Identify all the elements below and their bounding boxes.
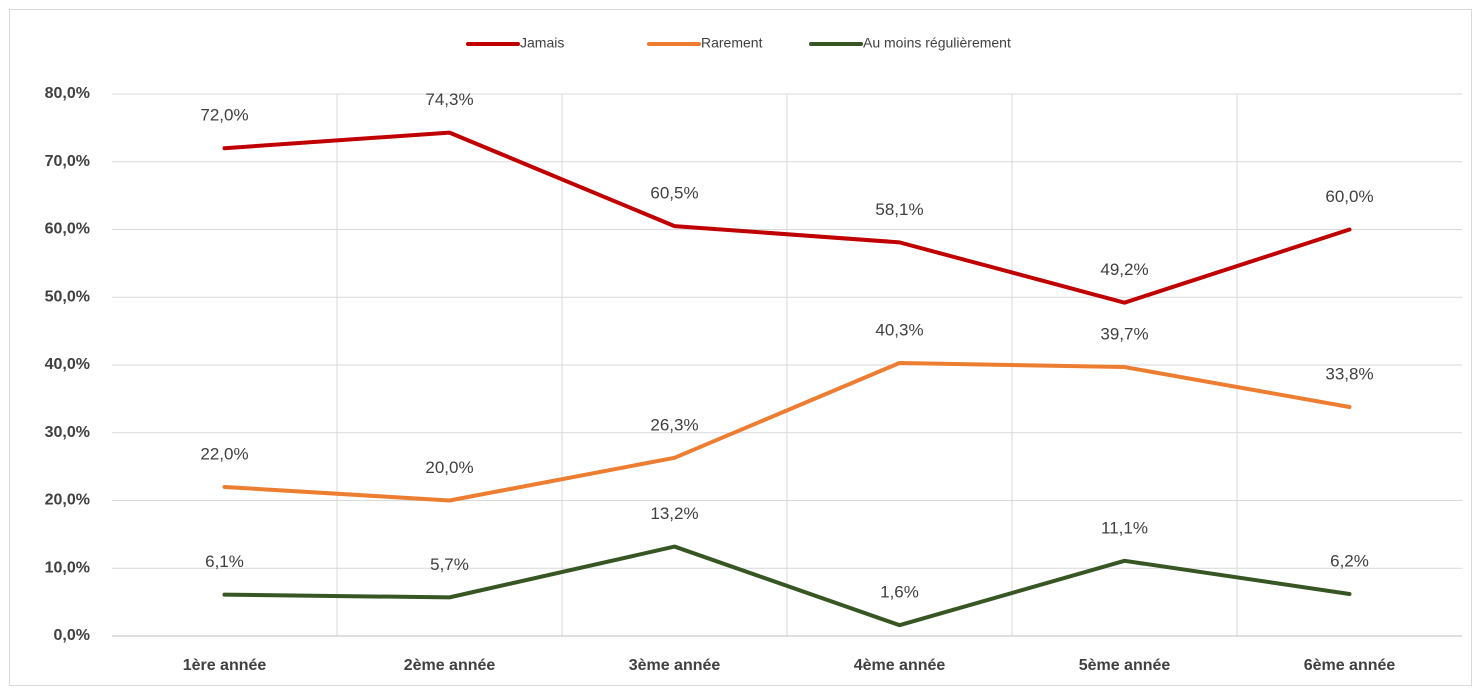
x-tick-label: 2ème année — [404, 657, 496, 674]
y-tick-label: 40,0% — [45, 356, 90, 373]
data-label: 72,0% — [200, 106, 248, 125]
x-tick-label: 6ème année — [1304, 657, 1396, 674]
data-label: 26,3% — [650, 415, 698, 434]
series-line — [222, 130, 1352, 305]
data-label: 13,2% — [650, 504, 698, 523]
y-tick-label: 50,0% — [45, 288, 90, 305]
x-tick-label: 3ème année — [629, 657, 721, 674]
data-label: 74,3% — [425, 90, 473, 109]
data-label: 6,2% — [1330, 551, 1369, 570]
y-tick-label: 20,0% — [45, 492, 90, 509]
data-label: 40,3% — [875, 320, 923, 339]
data-label: 11,1% — [1101, 518, 1148, 537]
data-label: 20,0% — [425, 458, 473, 477]
data-label: 39,7% — [1100, 325, 1148, 344]
data-label: 1,6% — [880, 583, 919, 602]
data-label: 33,8% — [1325, 364, 1373, 383]
x-tick-label: 1ère année — [183, 657, 267, 674]
series-line — [222, 544, 1352, 628]
x-tick-label: 5ème année — [1079, 657, 1171, 674]
chart-border — [9, 9, 1472, 686]
data-label: 22,0% — [200, 444, 248, 463]
legend-label: Au moins régulièrement — [863, 35, 1011, 51]
data-label: 60,5% — [650, 184, 698, 203]
data-label: 60,0% — [1325, 187, 1373, 206]
legend-label: Jamais — [520, 35, 564, 51]
data-label: 58,1% — [875, 200, 923, 219]
y-tick-label: 70,0% — [45, 153, 90, 170]
x-tick-label: 4ème année — [854, 657, 946, 674]
legend-label: Rarement — [701, 35, 763, 51]
data-label: 6,1% — [205, 552, 244, 571]
data-label: 5,7% — [430, 555, 469, 574]
y-tick-label: 10,0% — [45, 559, 90, 576]
y-tick-label: 30,0% — [45, 424, 90, 441]
y-tick-label: 0,0% — [54, 627, 90, 644]
y-tick-label: 80,0% — [45, 85, 90, 102]
y-tick-label: 60,0% — [45, 221, 90, 238]
data-label: 49,2% — [1100, 260, 1148, 279]
series-line — [222, 360, 1352, 503]
